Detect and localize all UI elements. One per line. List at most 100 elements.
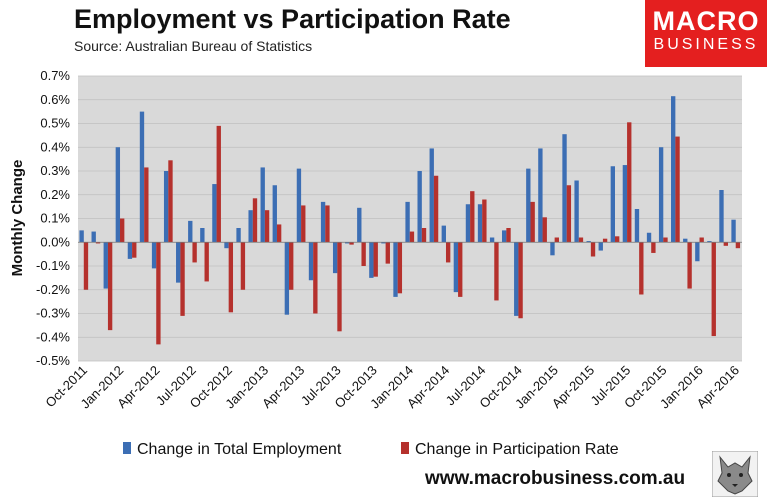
bar-employment: [308, 242, 314, 281]
bar-participation: [614, 236, 620, 243]
bar-participation: [325, 205, 330, 243]
bar-participation: [156, 242, 161, 345]
bar-employment: [501, 230, 507, 243]
bar-employment: [248, 210, 253, 243]
bar-employment: [465, 204, 471, 243]
bar-participation: [276, 224, 282, 243]
bar-employment: [296, 168, 302, 243]
bar-participation: [289, 242, 294, 290]
bar-participation: [518, 242, 523, 319]
bar-participation: [470, 191, 475, 243]
bar-employment: [91, 231, 96, 243]
legend: Change in Total Employment Change in Par…: [123, 441, 619, 458]
bar-participation: [397, 242, 403, 294]
bar-employment: [671, 96, 676, 243]
bar-employment: [272, 185, 277, 243]
legend-label-participation: Change in Participation Rate: [415, 441, 619, 458]
bar-participation: [421, 228, 427, 243]
bar-employment: [369, 242, 374, 278]
bar-employment: [345, 242, 350, 244]
bar-employment: [731, 219, 736, 243]
bar-participation: [337, 242, 342, 332]
bar-participation: [711, 242, 716, 337]
bar-employment: [550, 242, 555, 256]
bar-employment: [163, 171, 169, 243]
bar-participation: [385, 242, 390, 264]
bar-participation: [168, 160, 173, 243]
bar-employment: [634, 209, 640, 243]
bar-employment: [115, 147, 121, 243]
bar-participation: [699, 237, 704, 243]
bar-participation: [409, 231, 415, 243]
bar-employment: [610, 166, 615, 243]
y-tick-label: 0.0%: [40, 234, 70, 249]
bar-employment: [320, 201, 326, 243]
bar-participation: [264, 210, 270, 243]
bar-employment: [405, 201, 410, 243]
bar-employment: [127, 242, 133, 259]
bar-participation: [144, 167, 149, 243]
bar-employment: [538, 148, 543, 243]
chart-source: Source: Australian Bureau of Statistics: [74, 38, 313, 54]
bar-employment: [586, 241, 591, 243]
bar-participation: [494, 242, 499, 301]
bar-participation: [107, 242, 113, 331]
bar-participation: [301, 205, 306, 243]
bar-employment: [441, 225, 446, 243]
bar-employment: [477, 204, 483, 243]
bar-employment: [236, 228, 241, 243]
bar-employment: [695, 242, 700, 262]
bar-employment: [381, 242, 386, 244]
bar-employment: [151, 242, 157, 269]
bar-employment: [526, 168, 531, 243]
chart-title: Employment vs Participation Rate: [74, 4, 511, 34]
bar-participation: [252, 198, 258, 243]
bar-employment: [79, 230, 84, 243]
bar-participation: [602, 238, 608, 243]
macrobusiness-logo[interactable]: MACRO BUSINESS: [645, 0, 767, 67]
bar-participation: [530, 201, 535, 243]
y-tick-label: 0.7%: [40, 68, 70, 83]
bar-employment: [658, 147, 664, 243]
bar-employment: [139, 111, 145, 243]
legend-swatch-employment: [123, 442, 131, 454]
bar-employment: [622, 165, 628, 243]
bar-employment: [260, 167, 265, 243]
footer-url-link[interactable]: www.macrobusiness.com.au: [425, 468, 686, 489]
bar-participation: [627, 122, 632, 243]
y-tick-label: -0.3%: [36, 306, 70, 321]
y-tick-label: -0.1%: [36, 258, 70, 273]
bar-employment: [332, 242, 338, 274]
bar-participation: [228, 242, 234, 313]
bar-participation: [590, 242, 596, 257]
bar-participation: [554, 237, 559, 243]
bar-participation: [687, 242, 692, 289]
bar-participation: [83, 242, 89, 290]
wolf-icon: [712, 451, 758, 497]
bar-employment: [429, 148, 434, 243]
bar-employment: [188, 220, 193, 243]
y-tick-label: -0.5%: [36, 353, 70, 368]
y-tick-label: 0.5%: [40, 116, 70, 131]
bar-participation: [735, 242, 741, 249]
bar-employment: [562, 134, 567, 243]
bar-employment: [103, 242, 108, 289]
bar-employment: [514, 242, 519, 316]
bar-participation: [216, 125, 221, 243]
bar-participation: [651, 242, 656, 253]
y-tick-label: 0.3%: [40, 163, 70, 178]
y-tick-label: 0.2%: [40, 187, 70, 202]
bar-participation: [361, 242, 366, 266]
bar-participation: [240, 242, 246, 290]
bar-employment: [707, 241, 712, 243]
bar-employment: [598, 242, 603, 251]
y-tick-label: 0.1%: [40, 211, 70, 226]
bar-employment: [393, 242, 398, 297]
bar-employment: [212, 184, 217, 243]
bar-employment: [453, 242, 459, 293]
bar-participation: [578, 237, 584, 243]
bar-employment: [176, 242, 181, 283]
bar-employment: [683, 238, 688, 243]
bar-participation: [95, 242, 101, 244]
